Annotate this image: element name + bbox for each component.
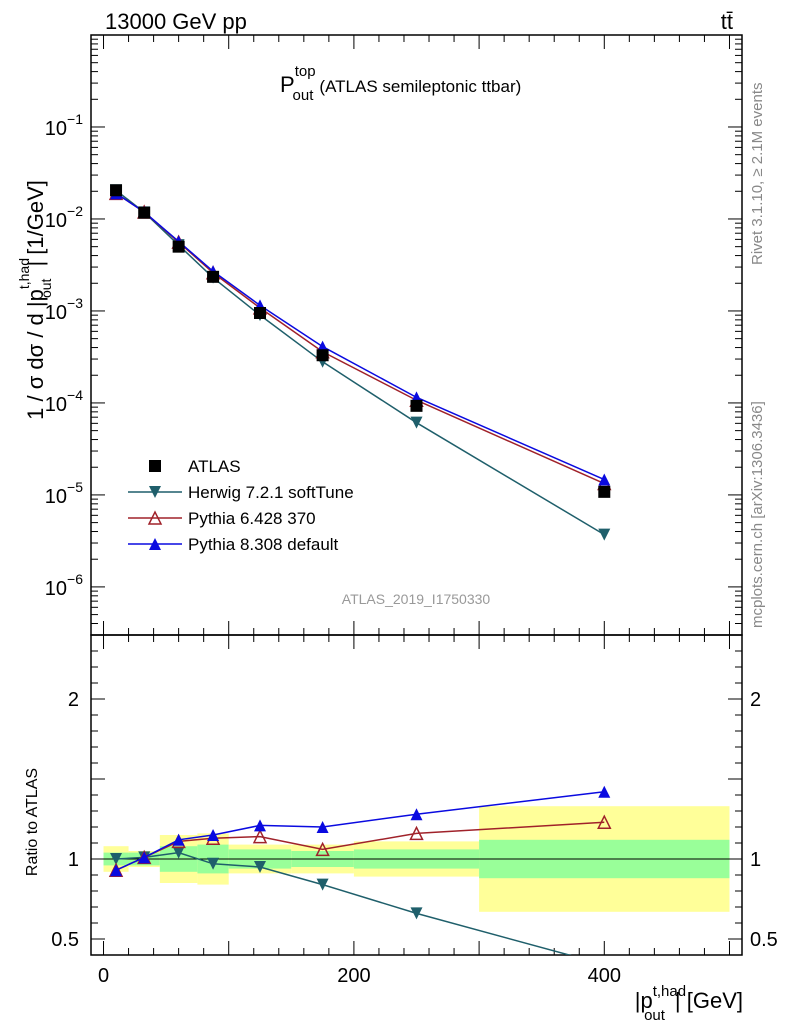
series-line (115, 192, 605, 481)
data-point (254, 307, 267, 320)
data-point (172, 240, 185, 253)
x-tick-label: 0 (98, 965, 109, 987)
xlabel-sub: out (644, 1007, 666, 1024)
mcplots-label: mcplots.cern.ch [arXiv:1306.3436] (749, 401, 766, 628)
ratio-point (316, 878, 329, 891)
ratio-point (110, 853, 123, 865)
main-panel: 10−6 10−5 10−4 10−3 10−2 10−1 (45, 34, 743, 636)
legend-marker (149, 538, 161, 550)
legend: ATLAS Herwig 7.2.1 softTune Pythia 6.428 3… (128, 457, 354, 554)
data-point (598, 528, 611, 541)
ratio-y-tick-label: 1 (68, 849, 79, 871)
legend-marker (147, 510, 163, 525)
ratio-point (409, 825, 424, 841)
ratio-point (207, 829, 220, 841)
legend-label: Pythia 8.308 default (188, 535, 339, 554)
ratio-point (315, 841, 330, 857)
y-tick-label: 10−4 (45, 387, 83, 416)
title-main: P (280, 72, 295, 97)
ratio-ylabel: Ratio to ATLAS (24, 768, 41, 876)
ratio-point (597, 814, 612, 829)
y-tick-label: 10−3 (45, 295, 83, 324)
ratio-point (254, 819, 267, 832)
ratio-y-tick-label-right: 0.5 (750, 929, 778, 951)
ratio-point (110, 864, 123, 877)
ratio-point (254, 861, 267, 873)
ratio-point (598, 785, 611, 798)
ratio-y-tick-label: 0.5 (51, 929, 79, 951)
data-point (410, 399, 423, 412)
y-tick-label: 10−1 (45, 111, 83, 140)
legend-label: Pythia 6.428 370 (188, 509, 316, 528)
main-ylabel: 1 / σ dσ / d |pt,had out | [1/GeV] (16, 180, 54, 420)
ratio-point (316, 821, 329, 833)
legend-marker (149, 460, 161, 472)
ratio-point (410, 907, 423, 920)
analysis-id: ATLAS_2019_I1750330 (342, 591, 491, 607)
xlabel-suffix: | [GeV] (675, 988, 743, 1013)
xlabel-sup: t,had (653, 983, 686, 1000)
data-point (110, 184, 123, 197)
legend-label: ATLAS (188, 457, 241, 476)
legend-marker (149, 486, 161, 498)
process-label: tt̄ (721, 9, 733, 34)
ylabel-sup: t,had (16, 258, 32, 289)
title-sup: top (295, 63, 316, 80)
data-point (598, 485, 611, 498)
data-point (410, 416, 423, 429)
energy-label: 13000 GeV pp (105, 9, 247, 34)
data-point (207, 270, 220, 283)
ratio-panel: 0 200 400 0.5 0.5 1 1 2 2 (51, 35, 778, 987)
main-title: Ptop out (ATLAS semileptonic ttbar) (280, 63, 521, 104)
title-rest: (ATLAS semileptonic ttbar) (319, 77, 521, 96)
ratio-point (172, 833, 185, 846)
ratio-y-tick-label-right: 1 (750, 849, 761, 871)
ratio-point (252, 828, 268, 844)
data-point (316, 349, 329, 362)
ratio-point (207, 857, 220, 870)
y-tick-label: 10−5 (45, 479, 83, 508)
ratio-point (410, 808, 423, 821)
ratio-series (108, 785, 612, 955)
x-tick-label: 200 (337, 965, 370, 987)
legend-label: Herwig 7.2.1 softTune (188, 483, 354, 502)
x-axis-label: |pt,had out | [GeV] (635, 983, 743, 1024)
ratio-point (138, 851, 151, 864)
ratio-point (172, 846, 185, 859)
title-sub: out (293, 87, 315, 104)
data-point (598, 473, 611, 486)
x-tick-label: 400 (588, 965, 621, 987)
xlabel-prefix: |p (635, 988, 653, 1013)
ratio-y-tick-label: 2 (68, 689, 79, 711)
y-tick-label: 10−2 (45, 203, 83, 232)
y-tick-label: 10−6 (45, 571, 83, 600)
ratio-y-tick-label-right: 2 (750, 689, 761, 711)
ratio-line (115, 791, 605, 871)
ratio-line (115, 851, 572, 955)
ylabel-suffix: | [1/GeV] (23, 180, 48, 266)
ylabel-sub: out (38, 278, 54, 298)
data-point (138, 206, 151, 219)
series-line (115, 192, 605, 485)
ylabel-prefix: 1 / σ dσ / d |p (23, 289, 48, 420)
rivet-label: Rivet 3.1.10, ≥ 2.1M events (749, 83, 766, 266)
